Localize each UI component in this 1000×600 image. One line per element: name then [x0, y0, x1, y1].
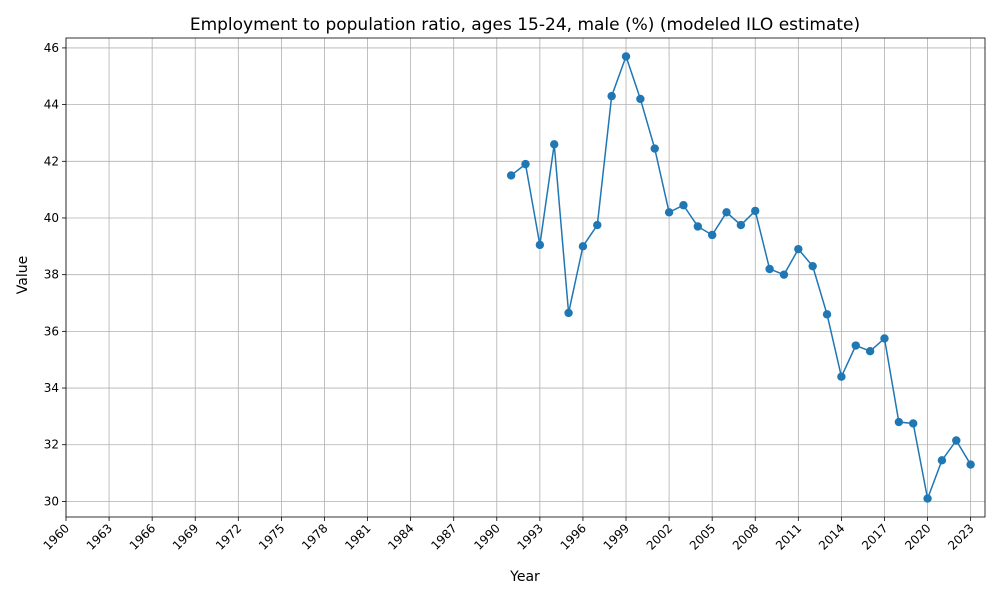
- data-point: [808, 261, 817, 271]
- x-tick-label: 2011: [773, 521, 804, 552]
- data-point: [765, 264, 774, 274]
- data-point: [880, 334, 889, 343]
- x-tick-label: 2008: [730, 521, 761, 552]
- y-tick-label: 46: [44, 41, 59, 55]
- data-point: [521, 159, 530, 169]
- data-point: [736, 220, 746, 230]
- x-tick-label: 2017: [859, 521, 890, 552]
- data-point: [822, 310, 832, 319]
- data-point: [679, 201, 688, 210]
- data-point: [650, 144, 659, 153]
- chart-title: Employment to population ratio, ages 15-…: [190, 15, 860, 35]
- y-axis-ticks: 30 32 34 36 38 40 42 44 46: [44, 41, 66, 508]
- data-point: [578, 242, 588, 251]
- x-tick-label: 2014: [816, 521, 847, 552]
- x-tick-label: 1963: [84, 521, 115, 552]
- y-tick-label: 40: [44, 211, 59, 225]
- y-tick-label: 30: [44, 494, 59, 508]
- x-tick-label: 2023: [945, 521, 976, 552]
- grid: [65, 38, 985, 517]
- series-line: [510, 54, 972, 502]
- data-point: [779, 270, 789, 279]
- data-point: [593, 220, 602, 230]
- data-point: [550, 140, 559, 149]
- x-tick-label: 2005: [687, 521, 718, 552]
- x-tick-label: 1972: [213, 521, 244, 552]
- data-point: [894, 417, 904, 427]
- x-tick-label: 2002: [644, 521, 675, 552]
- x-tick-label: 1996: [558, 521, 589, 552]
- data-point: [693, 222, 703, 231]
- data-point: [794, 244, 803, 254]
- data-point: [937, 456, 947, 465]
- data-points: [506, 52, 975, 503]
- x-tick-label: 1993: [514, 521, 545, 552]
- data-point: [636, 94, 645, 104]
- x-tick-label: 1981: [342, 521, 373, 552]
- data-point: [865, 346, 875, 356]
- data-point: [621, 52, 631, 61]
- x-tick-label: 1975: [256, 521, 287, 552]
- x-tick-label: 1990: [471, 521, 502, 552]
- data-point: [909, 419, 918, 428]
- data-point: [851, 341, 860, 350]
- x-tick-label: 1984: [385, 521, 416, 552]
- x-tick-label: 1960: [41, 521, 72, 552]
- y-tick-label: 34: [44, 381, 59, 395]
- data-point: [607, 91, 616, 101]
- x-tick-label: 1978: [299, 521, 330, 552]
- y-tick-label: 32: [44, 438, 59, 452]
- y-tick-label: 42: [44, 154, 59, 168]
- x-axis-ticks: 1960 1963 1966 1969 1972 1975 1978 1981 1984 1987…: [41, 517, 977, 553]
- x-tick-label: 1969: [170, 521, 201, 552]
- x-tick-label: 1966: [127, 521, 158, 552]
- data-point: [564, 308, 573, 318]
- data-point: [966, 460, 975, 469]
- data-point: [923, 494, 932, 503]
- x-tick-label: 2020: [902, 521, 933, 552]
- data-point: [664, 208, 674, 217]
- x-tick-label: 1987: [428, 521, 459, 552]
- data-point: [707, 230, 717, 240]
- x-axis-label: Year: [509, 569, 540, 585]
- y-tick-label: 36: [44, 324, 59, 338]
- plot-frame: [65, 37, 986, 518]
- data-point: [952, 436, 961, 445]
- y-tick-label: 44: [44, 98, 59, 112]
- data-point: [535, 240, 545, 250]
- data-point: [722, 208, 731, 217]
- y-axis-label: Value: [15, 256, 31, 294]
- series-line-group: [510, 54, 972, 502]
- data-point: [837, 372, 846, 381]
- data-point: [751, 206, 760, 216]
- y-tick-label: 38: [44, 268, 59, 282]
- x-tick-label: 1999: [601, 521, 632, 552]
- data-point: [506, 171, 516, 180]
